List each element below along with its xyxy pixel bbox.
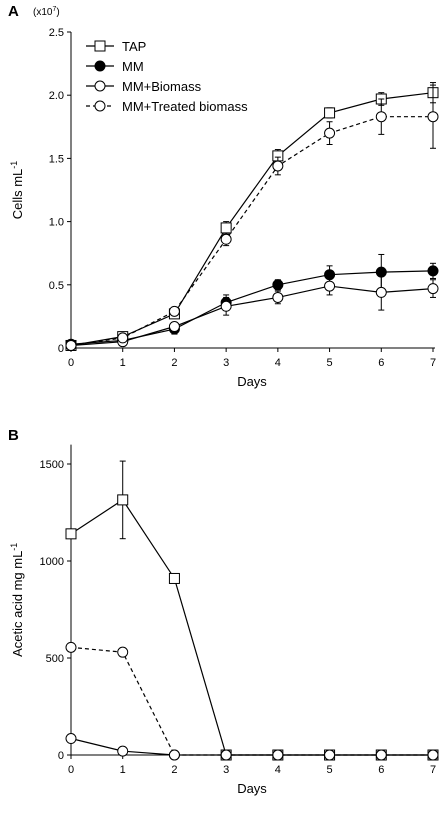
data-point: [168, 749, 180, 761]
data-point: [220, 233, 232, 245]
x-tick-label: 3: [223, 764, 229, 776]
data-point: [65, 339, 77, 351]
y-tick-label: 1500: [40, 459, 64, 471]
data-point: [324, 107, 336, 119]
legend-marker: [94, 60, 106, 72]
data-point: [324, 127, 336, 139]
data-point: [427, 283, 439, 295]
panel-label: B: [8, 427, 19, 444]
data-point: [220, 749, 232, 761]
data-point: [427, 749, 439, 761]
y-tick-label: 1.5: [49, 153, 64, 165]
x-axis-label: Days: [237, 781, 267, 796]
y-axis-label-text: Acetic acid mg mL: [10, 551, 25, 657]
data-point: [427, 111, 439, 123]
legend-label: TAP: [122, 39, 146, 54]
data-point: [220, 300, 232, 312]
x-tick-label: 7: [430, 764, 436, 776]
y-multiplier-exp: 7: [52, 6, 56, 13]
data-point: [272, 291, 284, 303]
x-tick-label: 2: [171, 764, 177, 776]
legend-item: MM+Biomass: [86, 79, 202, 94]
data-point: [65, 641, 77, 653]
y-tick-label: 1000: [40, 556, 64, 568]
y-axis-label-superscript: -1: [9, 543, 19, 551]
legend-label: MM+Treated biomass: [122, 99, 248, 114]
x-tick-label: 0: [68, 357, 74, 369]
x-tick-label: 2: [171, 357, 177, 369]
data-point: [168, 321, 180, 333]
series-line: [70, 646, 433, 756]
data-point: [375, 749, 387, 761]
x-axis-label: Days: [237, 374, 267, 389]
y-multiplier-close: ): [56, 7, 59, 18]
x-tick-label: 7: [430, 357, 436, 369]
series-line: [70, 116, 433, 347]
y-multiplier-base: (x10: [33, 7, 53, 18]
data-point: [427, 265, 439, 277]
series-line: [70, 92, 434, 347]
legend-label: MM+Biomass: [122, 79, 202, 94]
data-point: [324, 749, 336, 761]
legend-item: MM+Treated biomass: [86, 99, 248, 114]
y-tick-label: 0: [58, 750, 64, 762]
x-tick-label: 5: [327, 764, 333, 776]
legend-marker: [94, 80, 106, 92]
x-tick-label: 6: [378, 764, 384, 776]
data-point: [272, 160, 284, 172]
data-point: [65, 733, 77, 745]
x-tick-label: 4: [275, 764, 281, 776]
y-tick-label: 2.5: [49, 27, 64, 39]
y-tick-label: 2.0: [49, 90, 64, 102]
data-point: [375, 286, 387, 298]
legend-label: MM: [122, 59, 144, 74]
x-tick-label: 0: [68, 764, 74, 776]
legend-item: MM: [86, 59, 144, 74]
y-axis-label-superscript: -1: [9, 161, 19, 169]
x-tick-label: 5: [327, 357, 333, 369]
data-point: [117, 494, 129, 506]
legend-marker: [94, 40, 106, 52]
legend-item: TAP: [86, 39, 146, 54]
data-point: [272, 749, 284, 761]
x-tick-label: 3: [223, 357, 229, 369]
data-point: [375, 111, 387, 123]
y-tick-label: 0: [58, 343, 64, 355]
panel-a: A 0 0.5 1.0 1.5 2.0 2.5 0 1 2 3 4 5 6 7 Days Cells mL-1 (…: [8, 3, 439, 389]
series-line: [70, 270, 434, 345]
x-tick-label: 1: [120, 764, 126, 776]
y-axis-label: Acetic acid mg mL-1: [9, 543, 25, 657]
y-tick-label: 1.0: [49, 217, 64, 229]
data-point: [117, 745, 129, 757]
y-axis-label: Cells mL-1: [9, 161, 25, 220]
data-point: [168, 572, 180, 584]
y-axis-label-text: Cells mL: [10, 169, 25, 220]
legend-marker: [94, 100, 106, 112]
x-tick-label: 1: [120, 357, 126, 369]
data-point: [168, 305, 180, 317]
data-point: [117, 646, 129, 658]
data-point: [324, 280, 336, 292]
data-point: [272, 279, 284, 291]
data-point: [65, 528, 77, 540]
x-tick-label: 4: [275, 357, 281, 369]
data-point: [220, 222, 232, 234]
series-mm-treated-biomass: [65, 641, 439, 761]
series-mm-treated-biomass: [65, 84, 439, 351]
y-multiplier: (x107): [33, 6, 60, 18]
y-tick-label: 0.5: [49, 280, 64, 292]
panel-label: A: [8, 3, 19, 20]
legend: TAP MM MM+Biomass MM+Treated biomass: [86, 39, 248, 114]
y-tick-label: 500: [46, 653, 64, 665]
series-tap: [65, 460, 439, 761]
panel-b: B 0 500 1000 1500 0 1 2 3 4 5 6 7 Days Acetic acid mg …: [8, 427, 439, 796]
series-line: [70, 285, 434, 347]
series-line: [70, 499, 433, 756]
x-tick-label: 6: [378, 357, 384, 369]
data-point: [117, 332, 129, 344]
